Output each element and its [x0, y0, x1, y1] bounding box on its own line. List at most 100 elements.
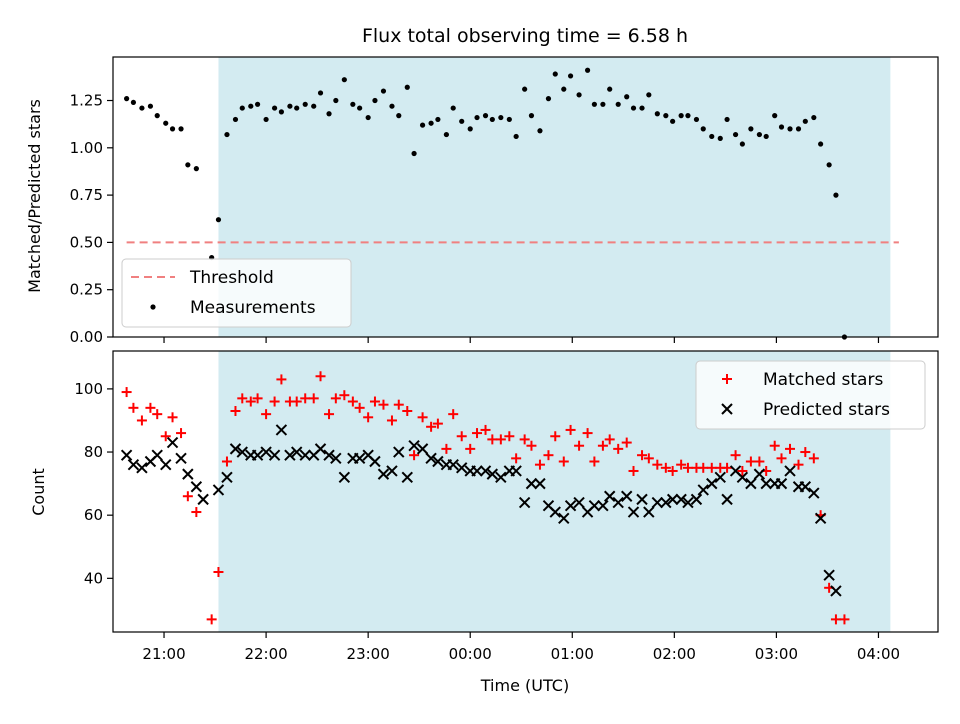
bottom-axes-frame — [112, 350, 939, 633]
cross-b — [721, 403, 733, 415]
matched-star-point — [519, 434, 530, 445]
predicted-star-point — [612, 496, 624, 509]
predicted-star-point — [408, 440, 420, 452]
predicted-star-point — [275, 424, 288, 436]
matched-star-point — [339, 390, 350, 401]
cross-b — [136, 462, 148, 474]
measurement-point — [756, 131, 762, 138]
measurement-point — [700, 126, 706, 132]
matched-star-point — [378, 399, 389, 410]
legend-predicted-label: Predicted stars — [763, 400, 890, 420]
bottom-plot-area: 40 60 80 100 21:00 22:00 23:00 00:00 01:00 02:00 0… — [74, 350, 939, 663]
matched-star-point — [363, 412, 374, 423]
legend-threshold-label: Threshold — [189, 268, 274, 288]
cross-b — [471, 465, 483, 477]
measurement-point — [185, 162, 191, 168]
xtick-label: 04:00 — [857, 645, 900, 663]
measurement-point — [772, 113, 778, 119]
matched-star-point — [354, 402, 365, 413]
predicted-star-point — [627, 506, 640, 518]
cross-b — [353, 452, 366, 465]
predicted-star-point — [236, 446, 248, 458]
measurement-point — [294, 105, 300, 111]
cross-b — [666, 493, 679, 506]
measurement-point — [372, 97, 378, 104]
predicted-star-point — [714, 471, 726, 483]
measurement-point — [528, 113, 535, 119]
measurement-point — [248, 103, 254, 109]
cross-b — [221, 471, 233, 483]
predicted-star-point — [636, 493, 648, 506]
predicted-star-point — [706, 477, 718, 490]
top-ytick-label: 0.00 — [70, 328, 103, 346]
measurement-point — [811, 114, 817, 121]
cross-b — [323, 449, 335, 461]
matched-star-point — [660, 462, 671, 473]
matched-star-point — [504, 431, 515, 442]
predicted-star-point — [166, 436, 179, 449]
xtick-label: 22:00 — [244, 645, 287, 663]
predicted-star-point — [666, 493, 679, 506]
matched-star-point — [613, 443, 624, 454]
predicted-star-point — [197, 493, 209, 506]
matched-star-point — [448, 409, 459, 420]
matched-star-point — [347, 396, 358, 407]
top-axes-frame — [112, 56, 939, 338]
matched-star-point — [637, 450, 648, 461]
measurement-point — [239, 105, 245, 111]
matched-star-point — [472, 428, 483, 439]
matched-star-point — [776, 453, 787, 464]
cross-b — [597, 500, 609, 512]
predicted-star-point — [518, 496, 531, 509]
matched-star-point — [160, 431, 171, 442]
measurement-point — [474, 114, 480, 121]
predicted-star-point — [697, 484, 709, 496]
cross-b — [416, 443, 429, 455]
predicted-star-point — [393, 446, 405, 458]
cross-b — [753, 468, 766, 480]
matched-star-point — [300, 393, 311, 404]
legend-predicted-swatch — [721, 403, 733, 415]
cross-b — [190, 481, 203, 493]
cross-b — [682, 496, 694, 509]
matched-star-point — [737, 465, 748, 476]
top-ytick-label: 0.25 — [70, 281, 103, 299]
cross-b — [714, 471, 726, 483]
cross-b — [518, 496, 531, 509]
cross-b — [660, 496, 672, 509]
predicted-star-point — [127, 458, 140, 471]
bottom-legend-box — [695, 360, 926, 430]
predicted-star-point — [597, 500, 609, 512]
measurement-point — [615, 101, 621, 107]
matched-star-point — [574, 440, 585, 451]
cross-b — [760, 477, 772, 490]
measurement-point — [630, 105, 637, 111]
cross-b — [775, 477, 788, 490]
matched-star-point — [145, 402, 156, 413]
cross-b — [175, 452, 187, 465]
matched-star-point — [808, 453, 819, 464]
cross-b — [814, 512, 827, 525]
matched-star-point — [722, 462, 733, 473]
measurement-point — [254, 101, 261, 107]
measurement-point — [537, 128, 543, 134]
cross-b — [495, 471, 507, 483]
predicted-star-point — [353, 452, 366, 465]
measurement-point — [341, 77, 347, 83]
cross-b — [408, 440, 420, 452]
predicted-star-point — [753, 468, 766, 480]
top-panel: Flux total observing time = 6.58 h Match… — [25, 25, 939, 346]
predicted-star-point — [775, 477, 788, 490]
predicted-star-point — [323, 449, 335, 461]
matched-star-point — [730, 450, 741, 461]
cross-b — [697, 484, 709, 496]
measurement-point — [169, 126, 176, 132]
matched-star-point — [793, 459, 804, 470]
predicted-star-point — [760, 477, 772, 490]
matched-star-point — [315, 371, 326, 382]
bottom-y-axis-label: Count — [29, 468, 48, 516]
measurement-point — [787, 126, 793, 132]
measurement-point — [522, 86, 528, 92]
top-ytick-label: 1.25 — [70, 92, 103, 110]
measurement-point — [411, 150, 417, 157]
